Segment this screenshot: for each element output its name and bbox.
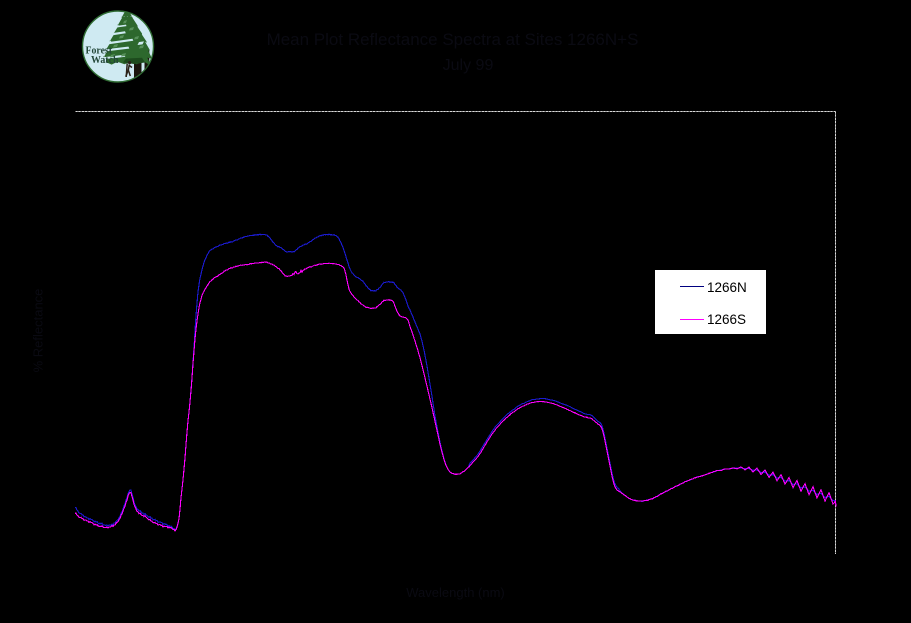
svg-text:Watch: Watch (91, 54, 119, 66)
svg-text:Forest: Forest (86, 45, 113, 57)
